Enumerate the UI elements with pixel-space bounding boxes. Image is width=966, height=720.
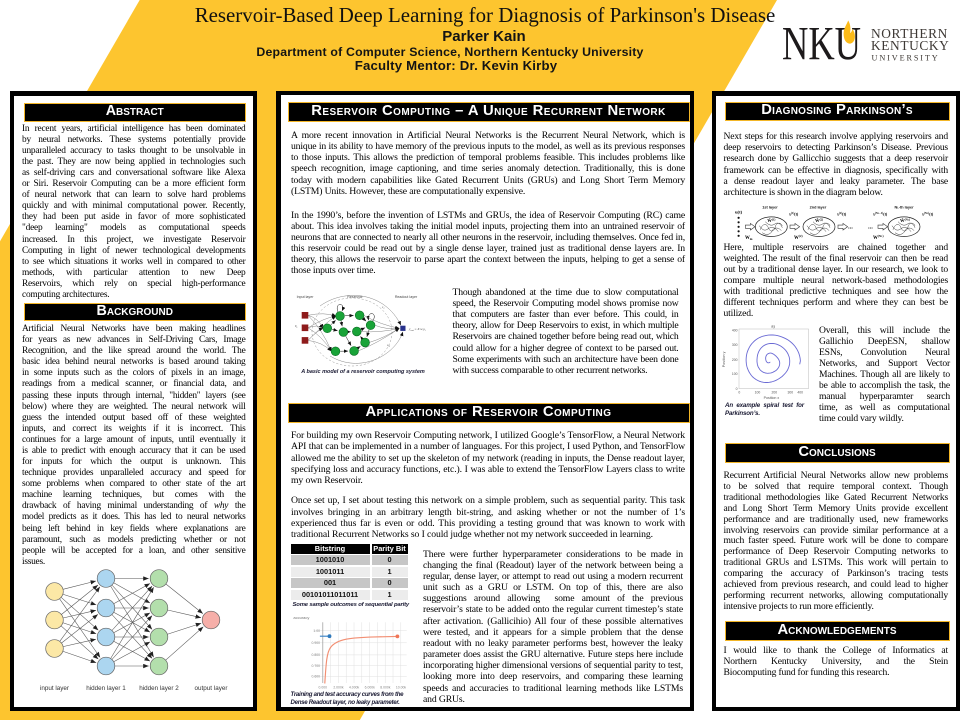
svg-text:400: 400 <box>797 391 803 395</box>
svg-text:KENTUCKY: KENTUCKY <box>871 38 949 53</box>
svg-text:Win: Win <box>745 236 753 241</box>
svg-text:u(t): u(t) <box>735 210 743 215</box>
svg-text:NORTHERN: NORTHERN <box>871 26 948 41</box>
svg-text:2nd layer: 2nd layer <box>810 206 827 210</box>
svg-text:Input layer: Input layer <box>297 295 315 299</box>
svg-text:sN: sN <box>387 343 390 348</box>
svg-text:...: ... <box>868 224 873 231</box>
svg-text:W(2): W(2) <box>794 234 803 241</box>
svg-text:8.000k: 8.000k <box>380 686 390 690</box>
svg-text:accuracy: accuracy <box>293 615 309 620</box>
svg-text:Ŵ(NL): Ŵ(NL) <box>900 218 910 224</box>
svg-text:xt: xt <box>294 324 298 329</box>
svg-text:s1: s1 <box>382 305 385 310</box>
svg-text:Ŵ(1): Ŵ(1) <box>767 218 775 224</box>
svg-text:UNIVERSITY: UNIVERSITY <box>872 54 940 63</box>
svg-text:output layer: output layer <box>195 685 228 692</box>
svg-text:x(NL)(t): x(NL)(t) <box>922 212 934 217</box>
svg-text:4.000k: 4.000k <box>349 686 359 690</box>
svg-text:2.000k: 2.000k <box>333 686 343 690</box>
svg-text:0.000: 0.000 <box>319 686 328 690</box>
svg-text:Readout layer: Readout layer <box>395 295 418 299</box>
svg-text:0.600: 0.600 <box>312 675 321 679</box>
svg-text:hidden layer 2: hidden layer 2 <box>139 685 179 692</box>
svg-text:x(NL−1)(t): x(NL−1)(t) <box>873 212 888 217</box>
svg-text:yout = Σ wisi: yout = Σ wisi <box>408 327 426 332</box>
svg-text:100: 100 <box>755 391 761 395</box>
svg-text:hidden layer 1: hidden layer 1 <box>86 685 126 692</box>
svg-text:300: 300 <box>732 343 738 347</box>
svg-text:...: ... <box>848 224 853 231</box>
svg-text:Reservoir: Reservoir <box>347 295 363 299</box>
svg-text:0.700: 0.700 <box>312 664 321 668</box>
svg-text:0.800: 0.800 <box>312 653 321 657</box>
svg-text:Position y: Position y <box>722 351 726 367</box>
svg-text:6.000k: 6.000k <box>365 686 375 690</box>
svg-text:W(NL): W(NL) <box>873 234 884 241</box>
svg-text:200: 200 <box>732 358 738 362</box>
svg-text:x(1)(t): x(1)(t) <box>789 212 799 217</box>
svg-text:Position x: Position x <box>764 396 780 400</box>
svg-text:200: 200 <box>771 391 777 395</box>
svg-text:Ŵ(2): Ŵ(2) <box>815 218 823 224</box>
svg-text:10.00k: 10.00k <box>396 686 406 690</box>
svg-text:300: 300 <box>787 391 793 395</box>
svg-text:0: 0 <box>738 391 740 395</box>
svg-text:100: 100 <box>732 372 738 376</box>
svg-text:0: 0 <box>736 387 738 391</box>
svg-text:1st layer: 1st layer <box>762 206 778 210</box>
svg-text:400: 400 <box>732 329 738 333</box>
svg-text:1.00: 1.00 <box>313 629 320 633</box>
svg-text:a): a) <box>771 324 775 329</box>
svg-text:0.900: 0.900 <box>312 641 321 645</box>
svg-text:x(2)(t): x(2)(t) <box>837 212 847 217</box>
svg-text:input layer: input layer <box>40 685 69 692</box>
svg-text:NL-th layer: NL-th layer <box>894 206 914 210</box>
